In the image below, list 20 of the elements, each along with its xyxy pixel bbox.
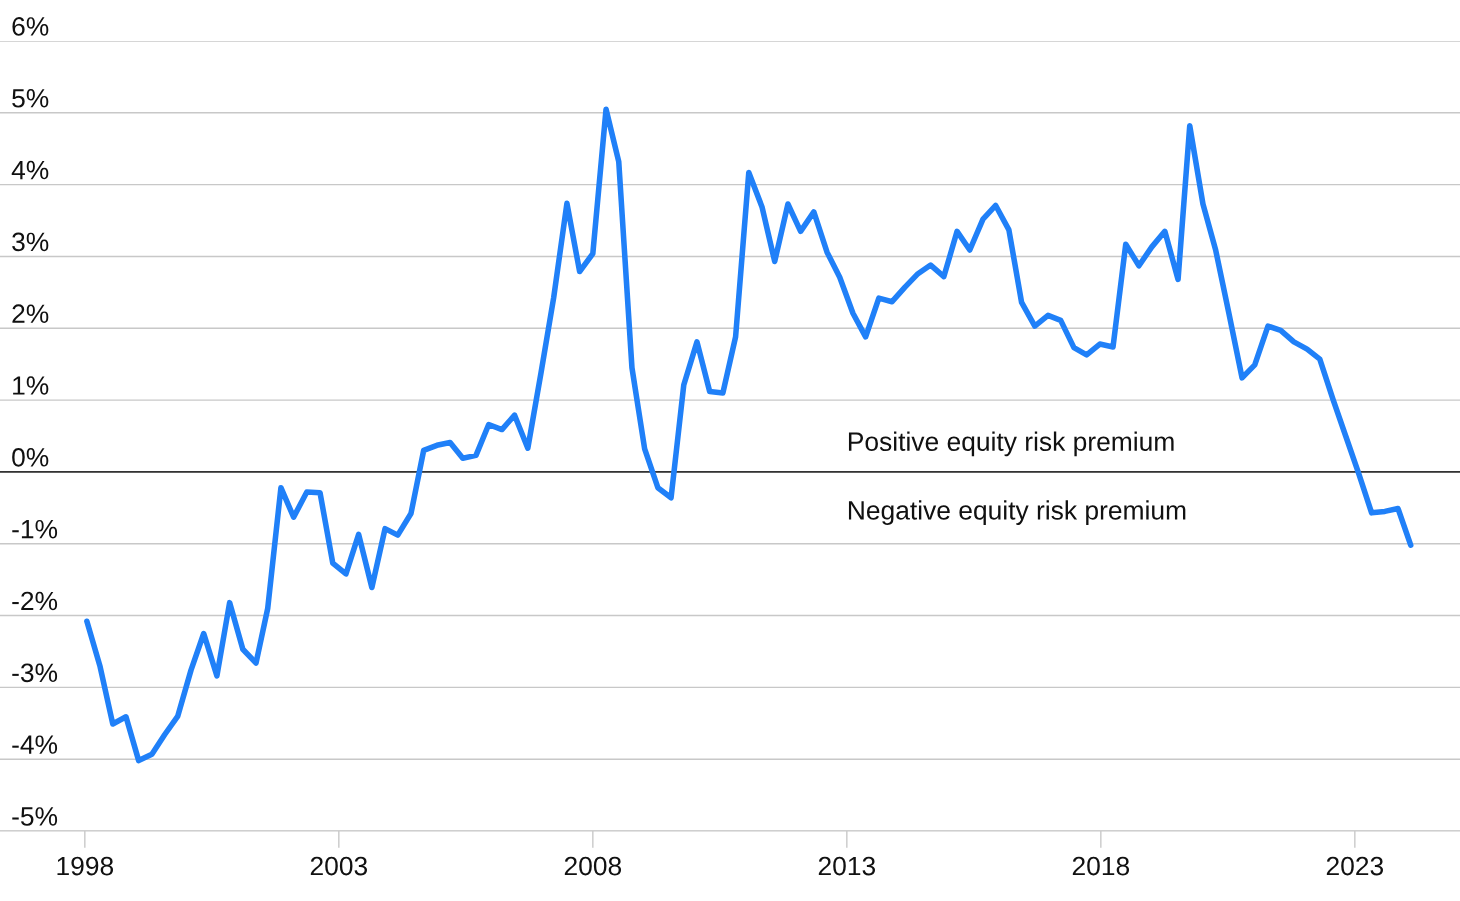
y-tick-label: 6%	[12, 17, 49, 36]
y-tick-label: -1%	[12, 519, 58, 539]
x-tick-label: 1998	[57, 856, 114, 876]
y-tick-label: -2%	[12, 591, 58, 611]
y-tick-label: 2%	[12, 304, 49, 323]
x-tick-label: 2003	[310, 856, 368, 876]
y-tick-label: 4%	[11, 160, 49, 180]
annotation: Positive equity risk premium	[848, 431, 1174, 457]
y-tick-label: 1%	[13, 376, 49, 395]
x-tick-label: 2023	[1326, 856, 1384, 876]
y-tick-label: 5%	[12, 89, 49, 108]
y-tick-label: -4%	[12, 735, 58, 754]
x-tick-label: 2013	[818, 856, 876, 876]
x-tick-label: 2018	[1072, 856, 1130, 876]
y-tick-label: 0%	[12, 448, 49, 467]
y-tick-label: 3%	[12, 232, 49, 252]
x-tick-label: 2008	[564, 856, 622, 876]
annotation: Negative equity risk premium	[848, 500, 1186, 525]
y-tick-label: -3%	[12, 663, 58, 683]
y-tick-label: -5%	[12, 807, 58, 826]
